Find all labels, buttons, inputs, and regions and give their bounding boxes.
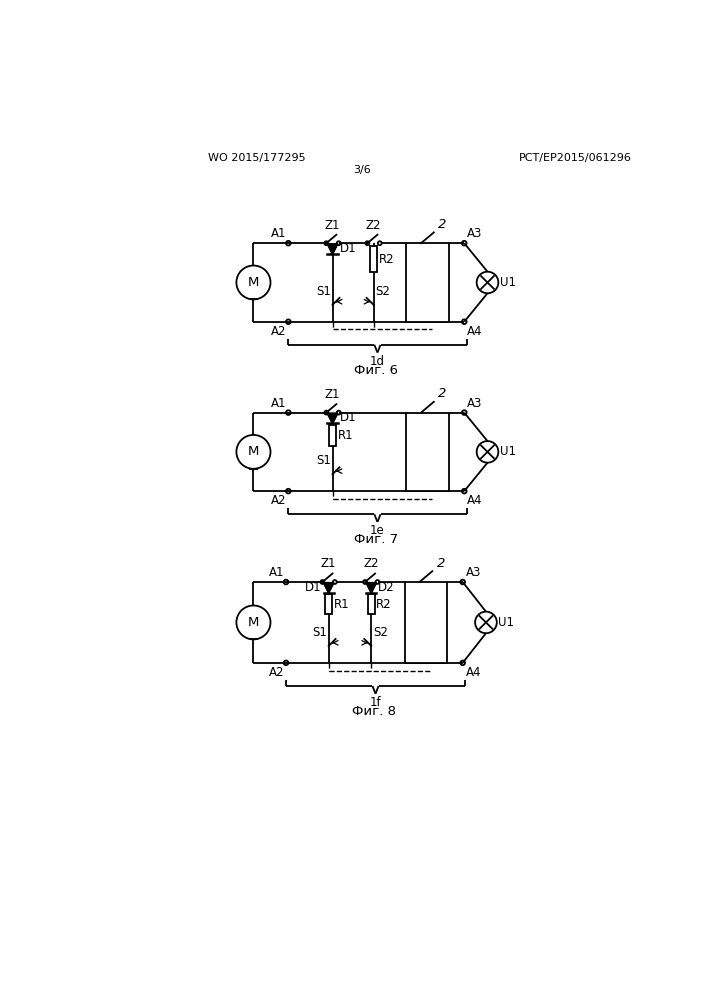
Text: A4: A4 [466,666,481,679]
Text: U1: U1 [500,276,516,289]
Text: PCT/EP2015/061296: PCT/EP2015/061296 [518,153,631,163]
Text: 1d: 1d [370,355,385,368]
Text: R2: R2 [376,598,392,611]
Text: M: M [247,616,259,629]
Text: 1f: 1f [370,696,381,709]
Text: Фиг. 7: Фиг. 7 [354,533,398,546]
Text: Z1: Z1 [325,388,340,401]
Bar [406,243,449,322]
Text: S1: S1 [312,626,327,639]
Text: 2: 2 [438,218,446,231]
Text: R2: R2 [379,253,395,266]
Text: M: M [247,276,259,289]
Text: A4: A4 [467,494,483,507]
Bar [406,413,449,491]
Bar [329,425,336,446]
Text: Фиг. 8: Фиг. 8 [352,705,397,718]
Text: S1: S1 [316,285,331,298]
Polygon shape [324,583,334,593]
Text: Фиг. 6: Фиг. 6 [354,364,398,377]
Text: M: M [247,445,259,458]
Text: D2: D2 [378,581,395,594]
Text: R1: R1 [337,429,354,442]
Text: 1e: 1e [370,524,385,537]
Text: D1: D1 [339,411,356,424]
Text: WO 2015/177295: WO 2015/177295 [209,153,306,163]
Text: 2: 2 [438,387,446,400]
Text: A1: A1 [271,397,287,410]
Text: R1: R1 [334,598,349,611]
Text: Z1: Z1 [321,557,337,570]
Text: A3: A3 [467,227,483,240]
Text: A1: A1 [271,227,287,240]
Text: A2: A2 [271,494,287,507]
Bar [404,582,448,663]
Text: Z2: Z2 [363,557,379,570]
Text: Z1: Z1 [325,219,340,232]
Bar [325,594,332,614]
Polygon shape [327,413,337,423]
Text: A4: A4 [467,325,483,338]
Text: U1: U1 [500,445,516,458]
Text: 2: 2 [436,557,445,570]
Text: S2: S2 [375,285,390,298]
Text: S1: S1 [316,454,331,467]
Bar [368,594,375,614]
Text: A2: A2 [271,325,287,338]
Text: 3/6: 3/6 [353,165,371,175]
Text: A1: A1 [269,566,284,579]
Text: A3: A3 [467,397,483,410]
Text: U1: U1 [498,616,515,629]
Polygon shape [366,583,376,593]
Text: D1: D1 [339,242,356,255]
Text: D1: D1 [305,581,322,594]
Polygon shape [327,244,337,254]
Text: S2: S2 [373,626,387,639]
Text: A3: A3 [466,566,481,579]
Text: Z2: Z2 [366,219,381,232]
Bar [370,246,377,272]
Text: A2: A2 [269,666,284,679]
